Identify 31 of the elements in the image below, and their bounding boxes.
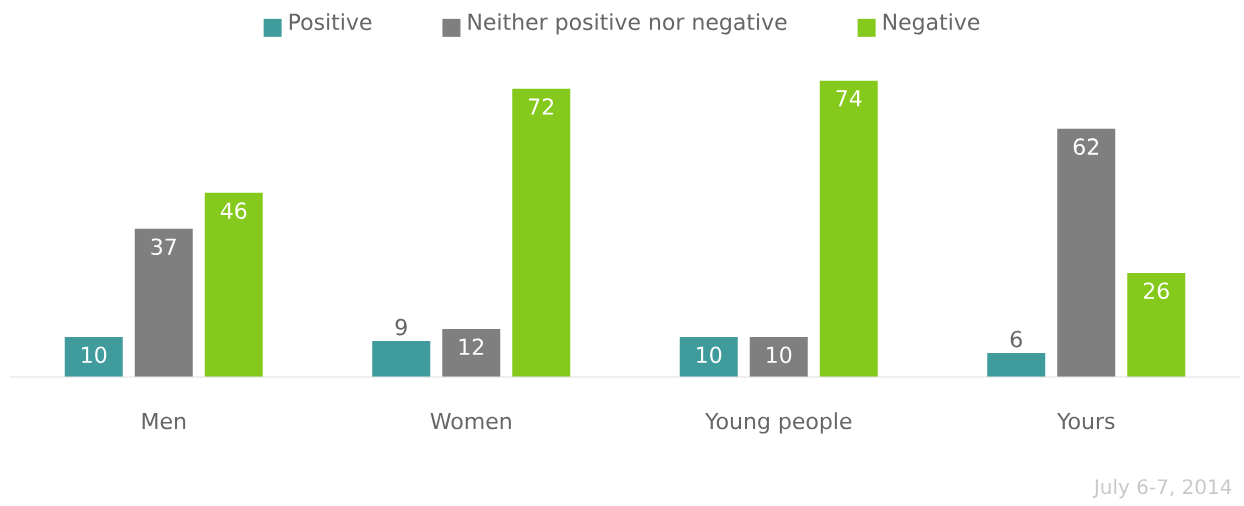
- x-tick-label: Men: [142, 412, 186, 430]
- data-label: 12: [459, 338, 484, 355]
- data-label: 46: [220, 202, 247, 220]
- data-label: 74: [836, 90, 862, 107]
- bar: [442, 328, 501, 377]
- data-label: 9: [395, 318, 407, 336]
- x-tick-label: Yours: [1056, 412, 1115, 430]
- bar: [1057, 128, 1116, 377]
- x-tick-label: Women: [430, 412, 511, 430]
- data-label: 10: [697, 346, 722, 364]
- legend-label: Negative: [883, 13, 980, 35]
- bar: [372, 340, 431, 377]
- data-label: 10: [767, 346, 792, 364]
- data-label: 26: [1143, 282, 1169, 300]
- bar: [134, 228, 193, 377]
- bar: [679, 336, 738, 377]
- x-tick-label: Young people: [705, 412, 852, 434]
- bar: [1127, 272, 1186, 377]
- bar: [987, 352, 1046, 377]
- bar: [64, 336, 123, 377]
- bar: [512, 88, 571, 377]
- bar: [749, 336, 808, 377]
- legend-label: Positive: [289, 13, 372, 31]
- data-label: 37: [151, 238, 176, 256]
- data-label: 72: [529, 98, 554, 115]
- legend-label: Neither positive nor negative: [468, 13, 787, 35]
- bar: [819, 80, 878, 377]
- data-label: 10: [82, 346, 107, 364]
- bar: [204, 192, 263, 377]
- data-label: 62: [1073, 138, 1099, 155]
- data-label: 6: [1010, 330, 1022, 348]
